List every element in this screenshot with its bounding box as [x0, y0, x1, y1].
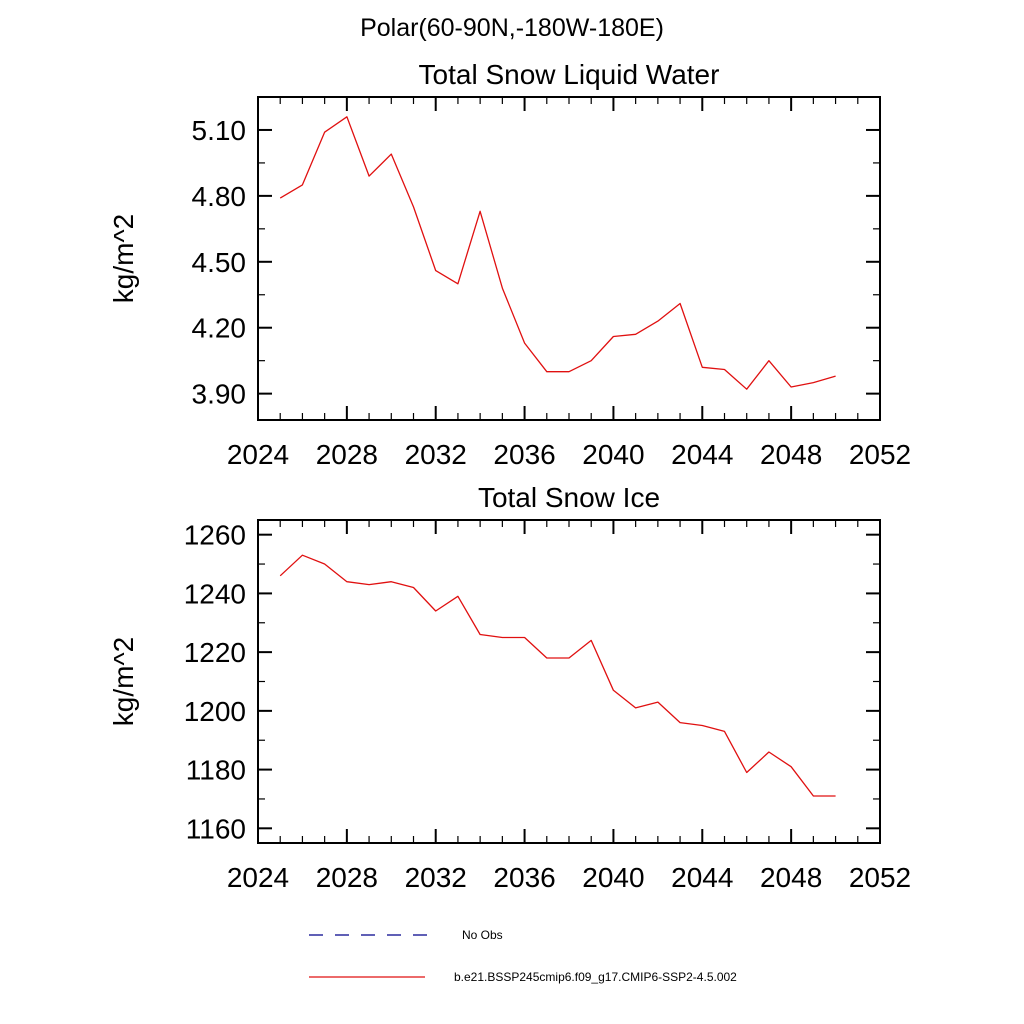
svg-text:1200: 1200: [184, 696, 246, 727]
svg-text:2024: 2024: [227, 862, 289, 893]
series-line-sample: [309, 976, 425, 978]
svg-text:4.80: 4.80: [192, 181, 247, 212]
svg-text:kg/m^2: kg/m^2: [108, 214, 139, 303]
svg-text:4.50: 4.50: [192, 247, 247, 278]
svg-text:2028: 2028: [316, 862, 378, 893]
svg-text:2032: 2032: [405, 862, 467, 893]
chart-total-snow-ice: Total Snow Ice 2024 2028 2032 2036 2040 2044 20…: [108, 482, 911, 893]
svg-text:2036: 2036: [493, 439, 555, 470]
svg-text:2044: 2044: [671, 439, 733, 470]
svg-text:Total Snow Liquid Water: Total Snow Liquid Water: [419, 59, 720, 90]
chart-total-snow-liquid-water: Total Snow Liquid Water 2024 2028 2032 2036 2…: [108, 59, 911, 470]
svg-text:2028: 2028: [316, 439, 378, 470]
svg-text:2048: 2048: [760, 439, 822, 470]
svg-text:1180: 1180: [186, 755, 246, 786]
svg-text:5.10: 5.10: [192, 115, 247, 146]
svg-text:Total Snow Ice: Total Snow Ice: [478, 482, 660, 513]
svg-text:3.90: 3.90: [192, 379, 247, 410]
svg-text:kg/m^2: kg/m^2: [108, 637, 139, 726]
svg-text:4.20: 4.20: [192, 313, 247, 344]
legend-item-series: b.e21.BSSP245cmip6.f09_g17.CMIP6-SSP2-4.…: [308, 970, 737, 984]
svg-text:2032: 2032: [405, 439, 467, 470]
legend-item-no-obs: No Obs: [308, 928, 503, 942]
legend-label-no-obs: No Obs: [462, 928, 503, 942]
svg-text:1220: 1220: [184, 637, 246, 668]
legend: No Obs b.e21.BSSP245cmip6.f09_g17.CMIP6-…: [0, 910, 1024, 1010]
svg-text:1260: 1260: [184, 520, 246, 551]
page-title: Polar(60-90N,-180W-180E): [360, 14, 664, 42]
svg-text:2052: 2052: [849, 439, 911, 470]
svg-text:2048: 2048: [760, 862, 822, 893]
svg-text:2052: 2052: [849, 862, 911, 893]
svg-text:1240: 1240: [184, 578, 246, 609]
legend-label-series: b.e21.BSSP245cmip6.f09_g17.CMIP6-SSP2-4.…: [454, 970, 737, 984]
svg-text:2044: 2044: [671, 862, 733, 893]
svg-text:1160: 1160: [186, 813, 246, 844]
svg-text:2040: 2040: [582, 862, 644, 893]
svg-text:2040: 2040: [582, 439, 644, 470]
svg-text:2024: 2024: [227, 439, 289, 470]
svg-text:2036: 2036: [493, 862, 555, 893]
no-obs-dashed-line-sample: [309, 934, 433, 936]
